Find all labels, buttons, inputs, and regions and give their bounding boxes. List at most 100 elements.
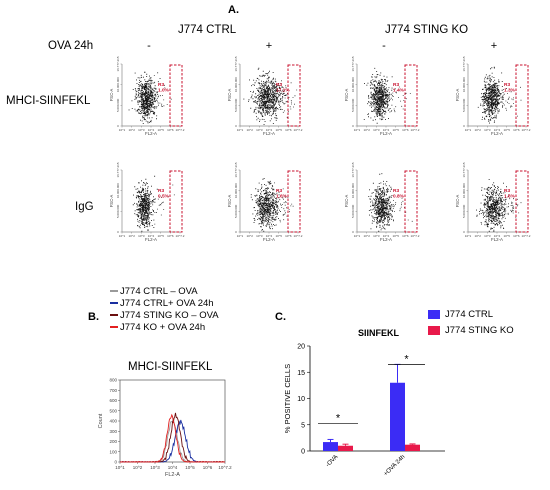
x-tick-label: 10^7.2 [522, 234, 531, 238]
legend-line [110, 302, 118, 304]
y-tick-label: 5.000.000 [351, 98, 355, 112]
y-axis-label: FSC-A [227, 89, 232, 102]
dot-cloud [132, 175, 175, 232]
x-axis-label: FL2-A [145, 237, 157, 242]
x-tick-label: 10^6 [167, 234, 174, 238]
x-tick-label: 10^3 [484, 128, 491, 132]
y-tick-label: 0 [114, 460, 117, 465]
flow-dot-plot: 16.777.215 10.000.000 5.000.000 0 FSC-A 10^1 1… [344, 162, 420, 242]
gate-name: R3 [504, 82, 510, 88]
event-dots [368, 173, 413, 232]
x-tick-label: 10^6 [285, 128, 292, 132]
treatment-sign: - [382, 40, 386, 52]
x-tick-label: 10^4 [494, 234, 501, 238]
x-tick-label: 10^3 [373, 234, 380, 238]
y-tick-label: 0 [116, 231, 120, 233]
legend-label: J774 CTRL [445, 308, 494, 320]
y-tick-label: 0 [234, 125, 238, 127]
gate-name: R3 [393, 188, 399, 194]
x-tick-label: 10^5 [275, 234, 282, 238]
histogram-title: MHCI-SIINFEKL [128, 361, 213, 373]
dot-cloud [476, 179, 522, 232]
x-tick-label: 10^6 [203, 465, 213, 470]
x-tick-label: 10^7.2 [294, 234, 303, 238]
y-tick-label: 10.000.000 [234, 183, 238, 198]
gate-percentage: 1.6% [276, 194, 288, 200]
y-tick-label: 0 [462, 231, 466, 233]
y-tick-label: 5.000.000 [462, 204, 466, 218]
legend-item: J774 CTRL+ OVA 24h [110, 297, 219, 309]
bar-chart: 0 5 10 15 20 % POSITIVE CELLS -OVA +OVA 24h * * [283, 344, 445, 478]
y-axis-label: FSC-A [455, 89, 460, 102]
x-tick-label: 10^4 [168, 465, 178, 470]
x-tick-label: 10^7.2 [411, 128, 420, 132]
x-axis-label: FL2-A [491, 237, 503, 242]
x-axis-label: FL2-A [263, 237, 275, 242]
x-tick-label: 10^1 [119, 128, 126, 132]
y-tick-label: 400 [109, 419, 117, 424]
x-tick-label: 10^6 [285, 234, 292, 238]
event-dots [363, 67, 411, 124]
flow-dot-plot: 16.777.215 10.000.000 5.000.000 0 FSC-A 10^1 1… [109, 56, 185, 136]
panel-c-letter: C. [275, 311, 286, 323]
event-dots [476, 179, 522, 232]
event-dots [132, 175, 175, 232]
x-tick-label: 10^2 [128, 128, 135, 132]
x-axis-label: FL2-A [380, 131, 392, 136]
gate-r3 [287, 170, 301, 233]
bar [323, 442, 338, 451]
x-tick-label: 10^1 [354, 128, 361, 132]
x-tick-label: 10^3 [150, 465, 160, 470]
y-tick-label: 10.000.000 [116, 77, 120, 92]
y-tick-label: 10.000.000 [116, 183, 120, 198]
x-tick-label: 10^4 [266, 234, 273, 238]
gate-r3 [287, 64, 301, 127]
y-axis-label: FSC-A [109, 89, 114, 102]
x-tick-label: 10^3 [484, 234, 491, 238]
event-dots [128, 71, 172, 124]
gate-name: R3 [158, 188, 164, 194]
treatment-sign: - [147, 40, 151, 52]
y-axis-label: % POSITIVE CELLS [283, 364, 292, 433]
gate-name: R3 [158, 82, 164, 88]
x-axis-label: FL2-A [263, 131, 275, 136]
x-tick-label: 10^6 [402, 234, 409, 238]
gate-percentage: 1.3% [504, 88, 516, 94]
legend-item: J774 KO + OVA 24h [110, 321, 219, 333]
x-tick-label: 10^2 [363, 128, 370, 132]
x-tick-label: 10^1 [237, 234, 244, 238]
x-tick-label: 10^7.2 [522, 128, 531, 132]
legend-swatch [428, 325, 440, 335]
y-tick-label: 500 [109, 408, 117, 413]
x-tick-label: 10^1 [465, 234, 472, 238]
x-tick-label: 10^2 [246, 234, 253, 238]
histogram-legend: J774 CTRL – OVA J774 CTRL+ OVA 24h J774 … [110, 285, 219, 333]
y-tick-label: 16.777.215 [116, 56, 120, 71]
x-tick-label: 10^2 [363, 234, 370, 238]
x-tick-label: 10^3 [138, 128, 145, 132]
y-tick-label: 100 [109, 449, 117, 454]
y-tick-label: 0 [116, 125, 120, 127]
y-tick-label: 800 [109, 378, 117, 383]
legend-line [110, 326, 118, 328]
event-dots [250, 178, 294, 232]
gate-percentage: 0.5% [158, 194, 170, 200]
x-tick-label: 10^7.2 [411, 234, 420, 238]
x-tick-label: 10^7.2 [176, 128, 185, 132]
x-tick-label: 10^5 [275, 128, 282, 132]
bar [338, 445, 353, 451]
y-tick-label: 15 [297, 370, 305, 377]
flow-dot-plot: 16.777.215 10.000.000 5.000.000 0 FSC-A 10^1 1… [455, 56, 531, 136]
x-tick-label: 10^6 [167, 128, 174, 132]
x-tick-label: 10^2 [133, 465, 143, 470]
legend-label: J774 STING KO – OVA [120, 309, 219, 321]
x-tick-label: 10^7.2 [294, 128, 303, 132]
x-tick-label: 10^3 [373, 128, 380, 132]
y-tick-label: 16.777.215 [116, 162, 120, 177]
flow-dot-plot: 16.777.215 10.000.000 5.000.000 0 FSC-A 10^1 1… [227, 162, 303, 242]
row-label-mhci: MHCI-SIINFEKL [6, 95, 91, 107]
